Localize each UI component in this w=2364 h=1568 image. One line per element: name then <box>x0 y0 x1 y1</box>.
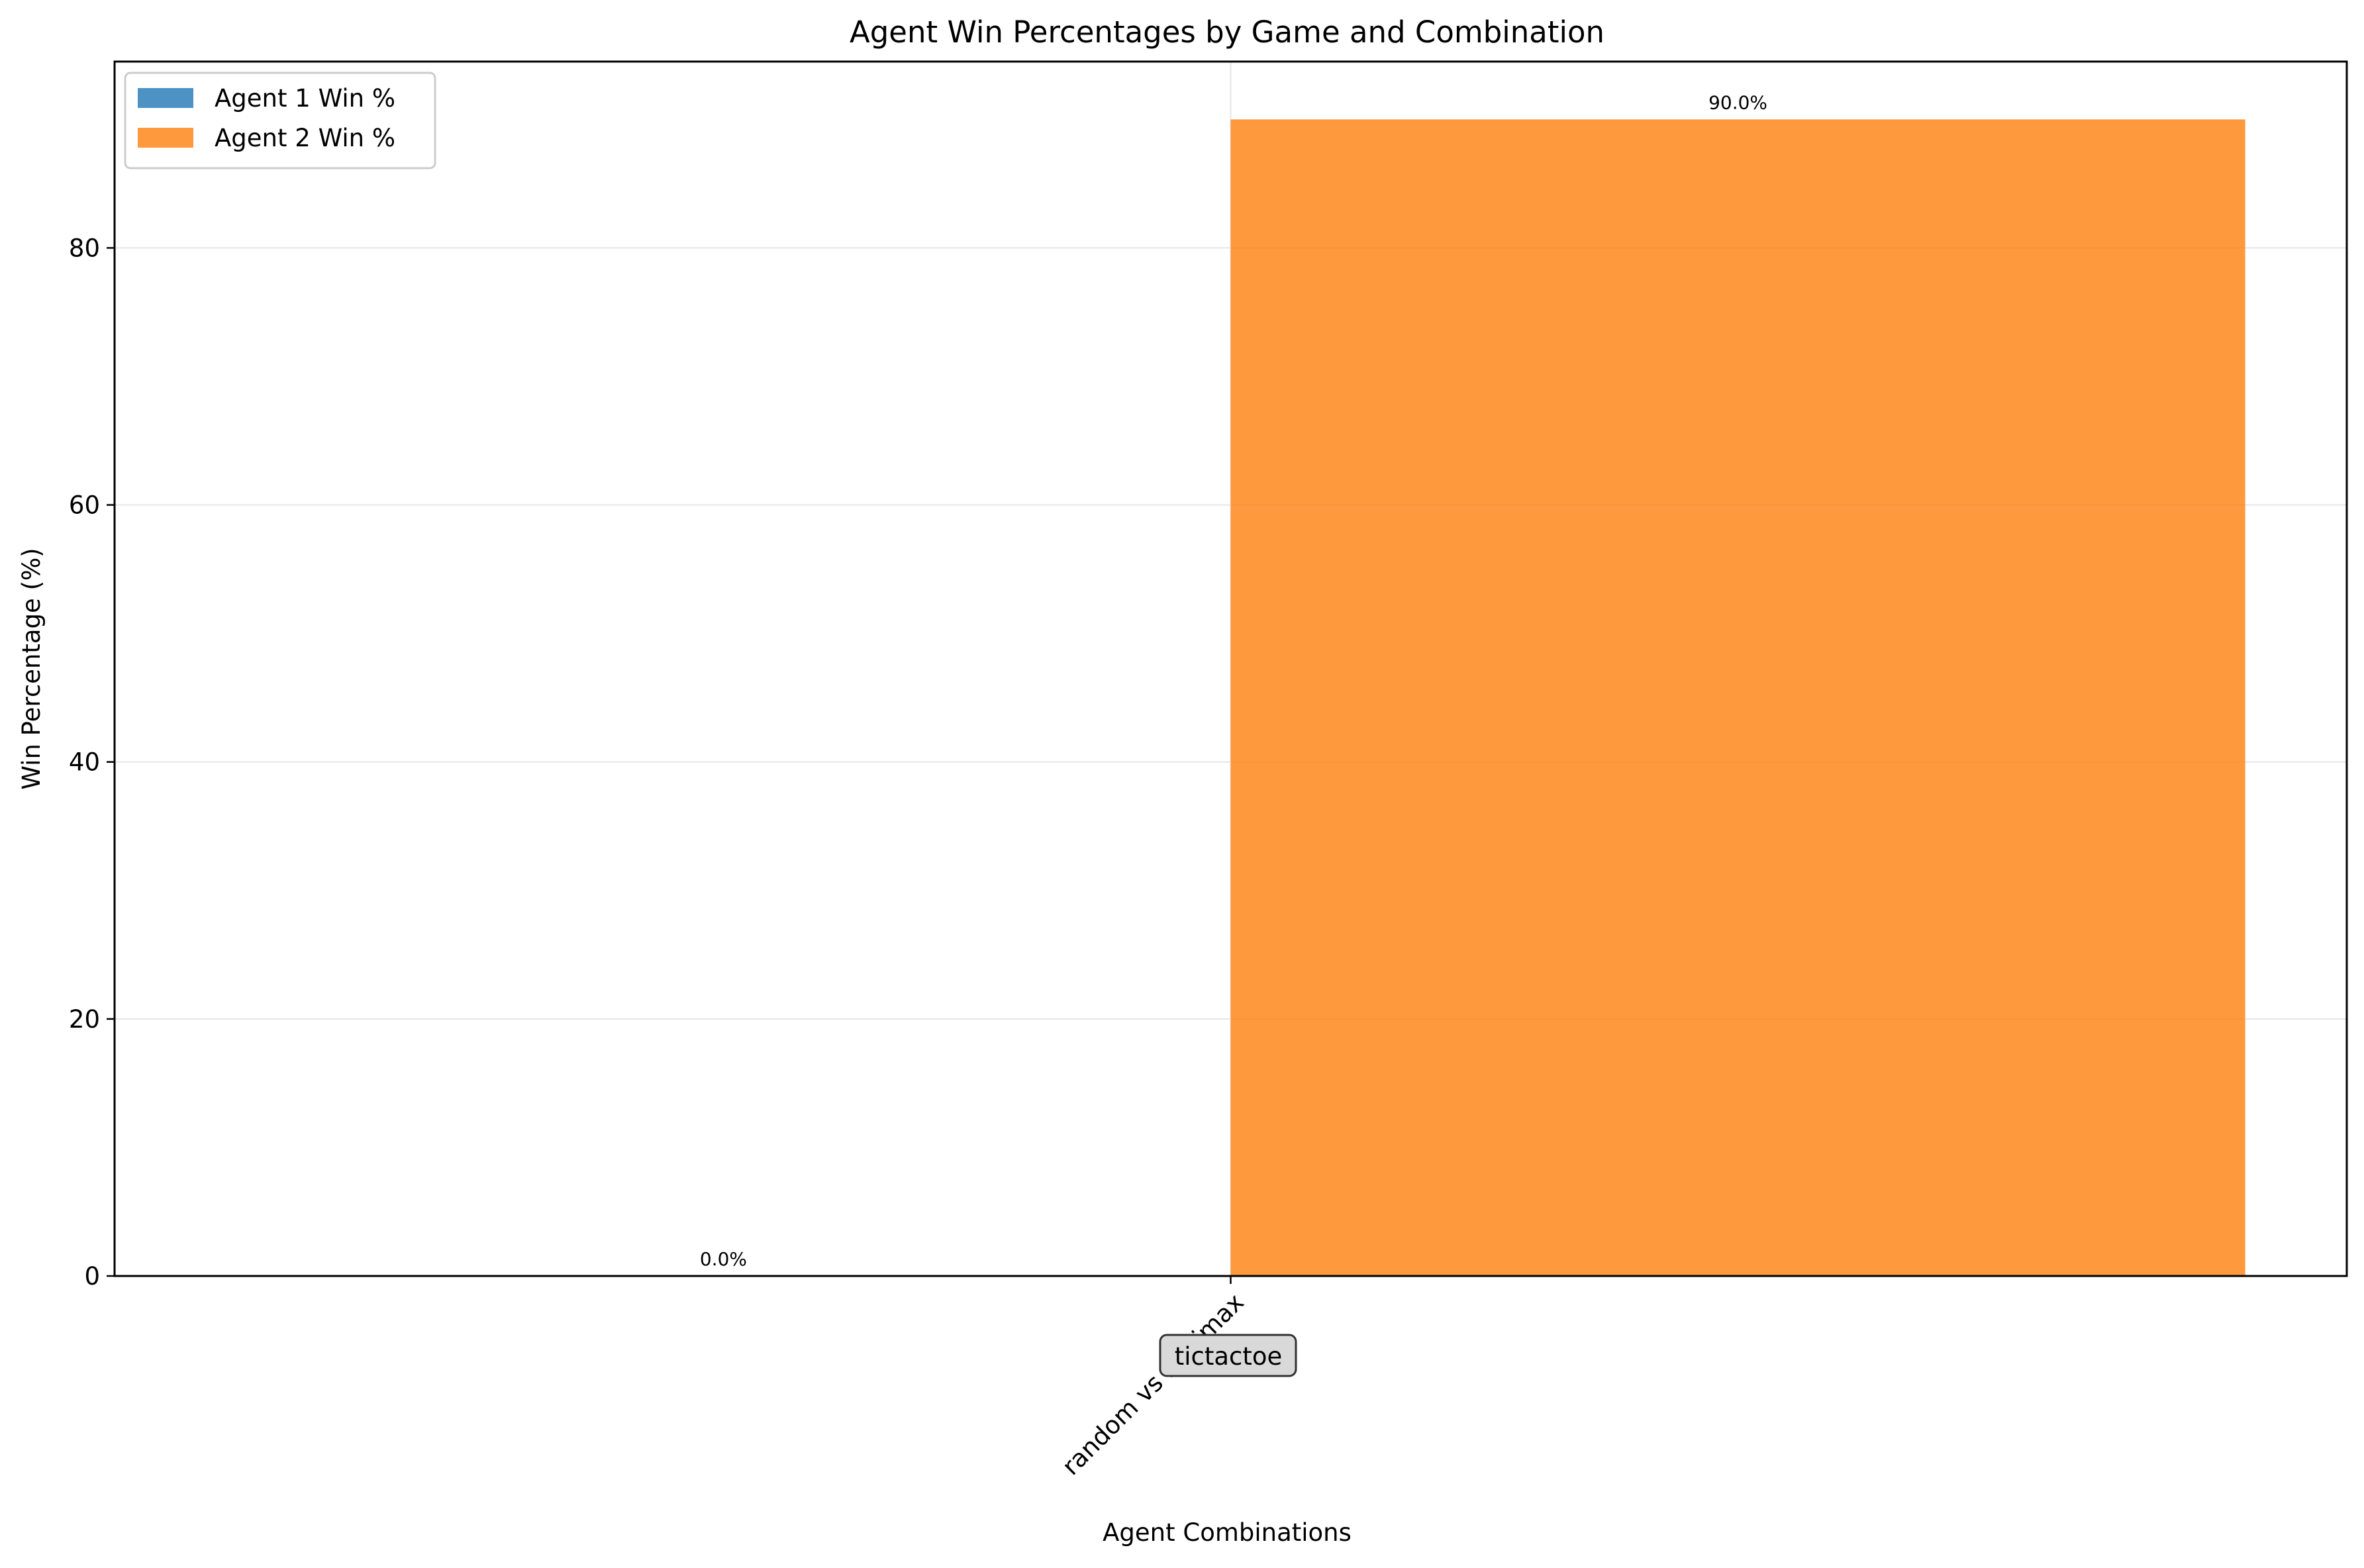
y-axis-ticks: 0 20 40 60 80 <box>69 234 115 1291</box>
bar-value-label: 90.0% <box>1708 91 1767 113</box>
data-labels: 0.0% 90.0% <box>700 91 1767 1270</box>
y-tick-label: 20 <box>69 1005 100 1034</box>
bar-series-2 <box>1230 119 2245 1276</box>
bars <box>1230 119 2245 1276</box>
group-label: tictactoe <box>1175 1342 1283 1371</box>
y-axis-label: Win Percentage (%) <box>17 548 46 789</box>
legend-frame <box>124 72 436 170</box>
legend-swatch-1 <box>138 88 193 108</box>
y-tick-label: 40 <box>69 748 100 777</box>
y-tick-label: 80 <box>69 234 100 262</box>
legend-label-1: Agent 1 Win % <box>215 84 395 113</box>
x-axis-label: Agent Combinations <box>1103 1518 1352 1547</box>
y-tick-label: 0 <box>84 1262 100 1291</box>
group-label-box: tictactoe <box>1159 1334 1297 1377</box>
y-tick-label: 60 <box>69 491 100 520</box>
chart-title: Agent Win Percentages by Game and Combin… <box>850 15 1604 50</box>
bar-value-label: 0.0% <box>700 1248 747 1270</box>
legend-label-2: Agent 2 Win % <box>215 124 395 152</box>
legend-swatch-2 <box>138 128 193 148</box>
legend: Agent 1 Win % Agent 2 Win % <box>124 72 436 170</box>
